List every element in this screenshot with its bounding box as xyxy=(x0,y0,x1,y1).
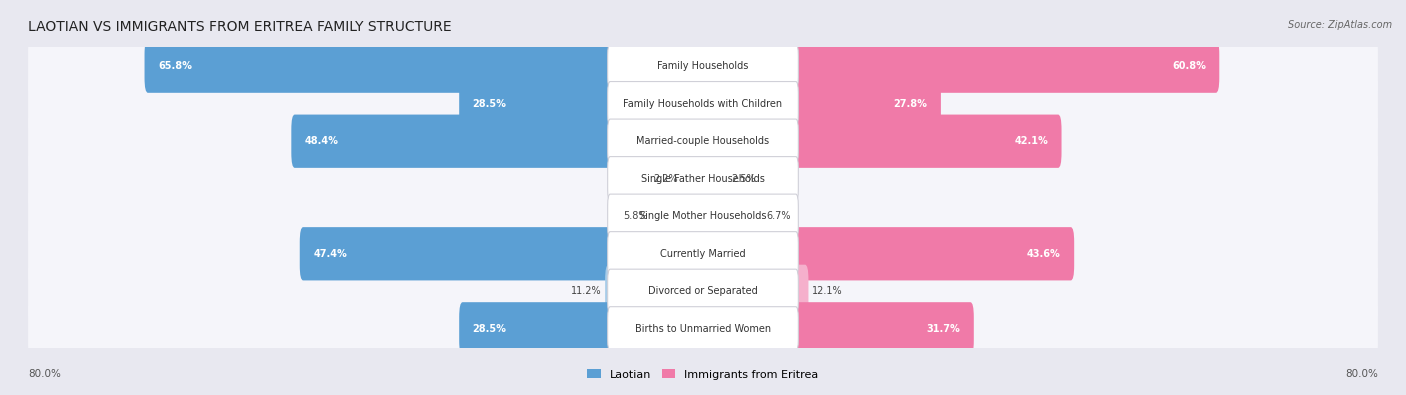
Text: Divorced or Separated: Divorced or Separated xyxy=(648,286,758,296)
Text: Single Mother Households: Single Mother Households xyxy=(640,211,766,221)
Text: Births to Unmarried Women: Births to Unmarried Women xyxy=(636,324,770,334)
FancyBboxPatch shape xyxy=(460,302,706,356)
Text: 65.8%: 65.8% xyxy=(157,61,191,71)
FancyBboxPatch shape xyxy=(700,302,974,356)
FancyBboxPatch shape xyxy=(700,227,1074,280)
FancyBboxPatch shape xyxy=(700,115,1062,168)
FancyBboxPatch shape xyxy=(651,190,706,243)
FancyBboxPatch shape xyxy=(28,258,1378,325)
Text: LAOTIAN VS IMMIGRANTS FROM ERITREA FAMILY STRUCTURE: LAOTIAN VS IMMIGRANTS FROM ERITREA FAMIL… xyxy=(28,20,451,34)
Text: 42.1%: 42.1% xyxy=(1014,136,1047,146)
Text: 6.7%: 6.7% xyxy=(766,211,790,221)
Text: 47.4%: 47.4% xyxy=(314,249,347,259)
FancyBboxPatch shape xyxy=(605,265,706,318)
FancyBboxPatch shape xyxy=(28,183,1378,250)
Text: 60.8%: 60.8% xyxy=(1173,61,1206,71)
Legend: Laotian, Immigrants from Eritrea: Laotian, Immigrants from Eritrea xyxy=(583,365,823,384)
Text: Family Households: Family Households xyxy=(658,61,748,71)
FancyBboxPatch shape xyxy=(607,44,799,88)
Text: 28.5%: 28.5% xyxy=(472,99,506,109)
FancyBboxPatch shape xyxy=(145,40,706,93)
FancyBboxPatch shape xyxy=(291,115,706,168)
Text: 2.2%: 2.2% xyxy=(652,174,678,184)
FancyBboxPatch shape xyxy=(700,77,941,130)
FancyBboxPatch shape xyxy=(607,231,799,276)
FancyBboxPatch shape xyxy=(28,108,1378,175)
Text: 5.8%: 5.8% xyxy=(623,211,647,221)
FancyBboxPatch shape xyxy=(607,307,799,351)
FancyBboxPatch shape xyxy=(607,269,799,314)
Text: 31.7%: 31.7% xyxy=(927,324,960,334)
FancyBboxPatch shape xyxy=(700,40,1219,93)
FancyBboxPatch shape xyxy=(28,145,1378,212)
FancyBboxPatch shape xyxy=(28,33,1378,100)
FancyBboxPatch shape xyxy=(28,295,1378,362)
Text: Currently Married: Currently Married xyxy=(661,249,745,259)
FancyBboxPatch shape xyxy=(460,77,706,130)
Text: Family Households with Children: Family Households with Children xyxy=(623,99,783,109)
Text: 2.5%: 2.5% xyxy=(731,174,755,184)
FancyBboxPatch shape xyxy=(299,227,706,280)
Text: 28.5%: 28.5% xyxy=(472,324,506,334)
FancyBboxPatch shape xyxy=(607,194,799,239)
Text: 27.8%: 27.8% xyxy=(894,99,928,109)
Text: 48.4%: 48.4% xyxy=(305,136,339,146)
FancyBboxPatch shape xyxy=(607,156,799,201)
Text: 80.0%: 80.0% xyxy=(1346,369,1378,379)
Text: Source: ZipAtlas.com: Source: ZipAtlas.com xyxy=(1288,20,1392,30)
FancyBboxPatch shape xyxy=(28,70,1378,137)
FancyBboxPatch shape xyxy=(681,152,706,205)
FancyBboxPatch shape xyxy=(28,220,1378,287)
FancyBboxPatch shape xyxy=(607,119,799,164)
Text: 80.0%: 80.0% xyxy=(28,369,60,379)
FancyBboxPatch shape xyxy=(607,81,799,126)
Text: 12.1%: 12.1% xyxy=(811,286,842,296)
Text: Married-couple Households: Married-couple Households xyxy=(637,136,769,146)
FancyBboxPatch shape xyxy=(700,152,727,205)
FancyBboxPatch shape xyxy=(700,265,808,318)
Text: Single Father Households: Single Father Households xyxy=(641,174,765,184)
FancyBboxPatch shape xyxy=(700,190,763,243)
Text: 11.2%: 11.2% xyxy=(571,286,602,296)
Text: 43.6%: 43.6% xyxy=(1026,249,1060,259)
